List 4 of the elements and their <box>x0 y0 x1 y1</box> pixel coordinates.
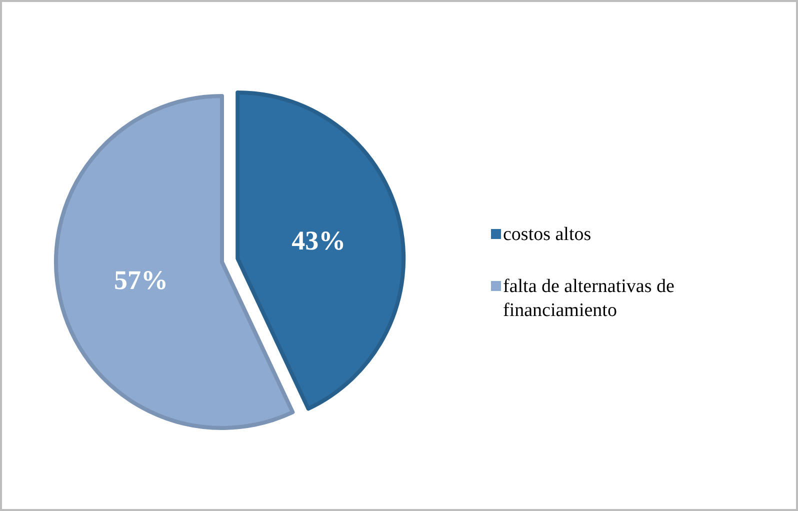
legend-label: falta de alternativas de financiamiento <box>503 276 674 321</box>
data-label: 57% <box>114 265 168 296</box>
data-label: 43% <box>292 225 346 256</box>
legend-label: costos altos <box>503 224 592 245</box>
